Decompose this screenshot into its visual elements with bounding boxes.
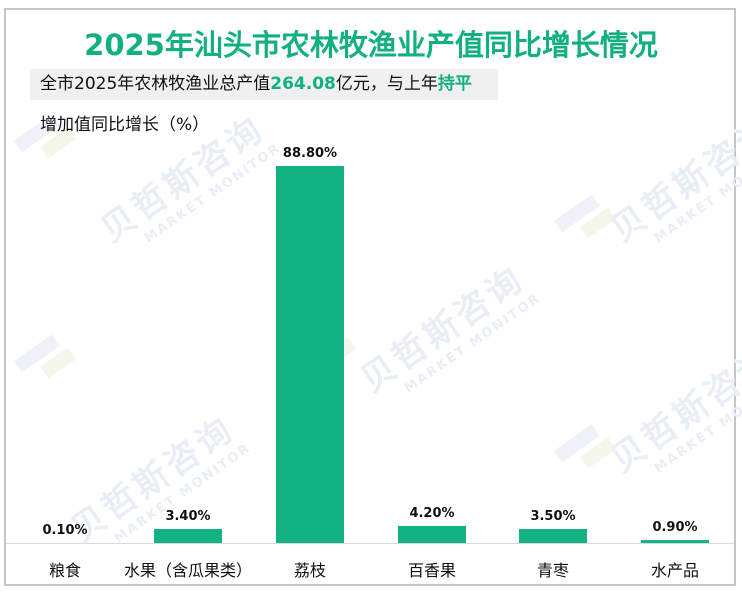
x-axis-line [6, 543, 734, 544]
y-axis-label: 增加值同比增长（%） [40, 115, 210, 135]
bar-value-label: 4.20% [409, 506, 455, 521]
bar-value-label: 3.40% [165, 509, 211, 524]
bar [398, 526, 466, 543]
bar-value-label: 0.10% [42, 523, 88, 538]
bar [641, 540, 709, 543]
summary-middle: 亿元，与上年 [335, 74, 438, 94]
bar-value-label: 3.50% [530, 509, 576, 524]
bar [276, 166, 344, 543]
summary-value: 264.08 [270, 74, 336, 94]
bar [519, 529, 587, 543]
chart-frame [4, 8, 736, 586]
summary-prefix: 全市2025年农林牧渔业总产值 [40, 74, 271, 94]
x-axis-category-label: 水产品 [650, 561, 699, 580]
x-axis-category-label: 荔枝 [293, 561, 326, 580]
x-axis-category-label: 青枣 [536, 561, 569, 580]
x-axis-category-label: 水果（含瓜果类） [123, 561, 252, 580]
chart-title: 2025年汕头市农林牧渔业产值同比增长情况 [84, 28, 658, 62]
bar [154, 529, 222, 543]
x-axis-category-label: 百香果 [407, 561, 456, 580]
bar-value-label: 0.90% [652, 520, 698, 535]
x-axis-category-label: 粮食 [48, 561, 81, 580]
summary-banner: 全市2025年农林牧渔业总产值264.08亿元，与上年持平 [30, 69, 498, 100]
summary-trend: 持平 [437, 74, 472, 94]
bar-value-label: 88.80% [282, 146, 338, 161]
